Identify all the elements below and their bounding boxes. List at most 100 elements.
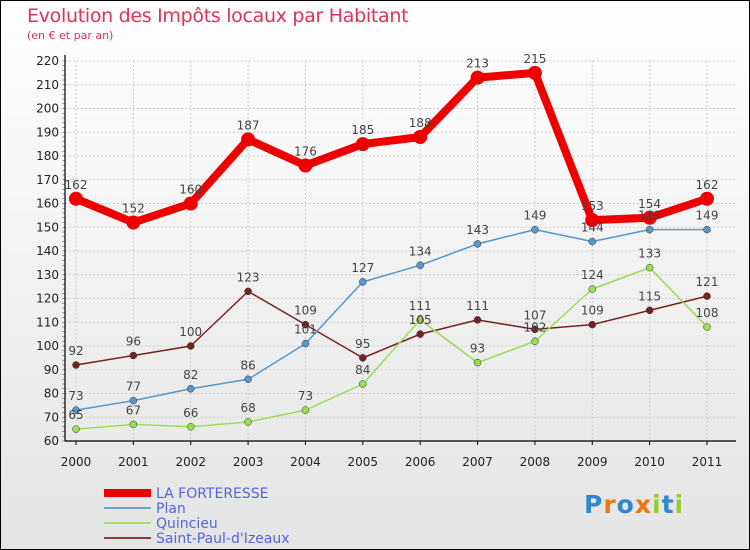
data-label-quincieu-2002: 66: [183, 406, 198, 420]
point-la-forteresse-2011: [700, 191, 714, 206]
point-saint-paul-d-izeaux-2004: [301, 320, 310, 329]
point-plan-2000: [72, 406, 80, 414]
legend-label-la-forteresse: LA FORTERESSE: [156, 486, 269, 502]
point-la-forteresse-2005: [355, 137, 370, 152]
y-tick-label-190: 190: [36, 125, 59, 139]
point-plan-2004: [301, 339, 310, 348]
legend-label-plan: Plan: [156, 501, 186, 517]
data-label-saint-paul-d-izeaux-2002: 100: [179, 325, 202, 339]
x-tick-label-2011: 2011: [692, 455, 723, 469]
point-saint-paul-d-izeaux-2005: [359, 354, 367, 362]
series-lines: [69, 65, 714, 433]
data-label-la-forteresse-2001: 152: [122, 202, 145, 216]
data-label-saint-paul-d-izeaux-2001: 96: [126, 335, 141, 349]
point-plan-2010: [645, 225, 654, 234]
x-tick-label-2006: 2006: [405, 455, 436, 469]
data-label-quincieu-2011: 108: [696, 306, 719, 320]
point-quincieu-2008: [531, 337, 539, 345]
logo-letter: r: [603, 490, 617, 519]
point-quincieu-2007: [473, 358, 482, 367]
point-la-forteresse-2001: [126, 215, 141, 230]
data-label-plan-2001: 77: [126, 380, 141, 394]
chart-subtitle: (en € et par an): [27, 29, 114, 42]
data-label-quincieu-2008: 102: [523, 320, 546, 334]
y-tick-label-180: 180: [36, 149, 59, 163]
proxiti-logo: Proxiti: [584, 490, 684, 519]
logo-letter: x: [634, 490, 652, 519]
data-label-quincieu-2007: 93: [470, 342, 485, 356]
point-quincieu-2006: [416, 316, 424, 324]
point-saint-paul-d-izeaux-2009: [588, 320, 597, 329]
logo-letter: i: [652, 490, 662, 519]
data-label-la-forteresse-2006: 188: [409, 116, 432, 130]
data-label-saint-paul-d-izeaux-2000: 92: [68, 344, 83, 358]
y-tick-label-170: 170: [36, 173, 59, 187]
point-plan-2009: [588, 237, 597, 246]
y-tick-label-150: 150: [36, 220, 59, 234]
logo-letter: o: [616, 490, 635, 519]
point-la-forteresse-2002: [183, 196, 198, 211]
data-labels: 162 152 160 187 176 185 188 213 215 153 154 162 73 77…: [65, 52, 719, 422]
data-label-saint-paul-d-izeaux-2004: 109: [294, 304, 317, 318]
data-label-plan-2010: 149: [638, 209, 661, 223]
data-label-la-forteresse-2011: 162: [696, 178, 719, 192]
data-label-quincieu-2010: 133: [638, 247, 661, 261]
point-la-forteresse-2010: [642, 210, 657, 225]
x-tick-label-2009: 2009: [577, 455, 608, 469]
point-plan-2008: [531, 225, 539, 234]
point-la-forteresse-2006: [413, 130, 428, 144]
data-label-saint-paul-d-izeaux-2006: 105: [409, 313, 432, 327]
data-label-la-forteresse-2003: 187: [237, 118, 260, 132]
data-label-quincieu-2009: 124: [581, 268, 604, 282]
axes: 60 70 80 90 100 110 120 130 140 150 160 170 180 190 20…: [36, 54, 736, 469]
data-label-saint-paul-d-izeaux-2005: 95: [355, 337, 370, 351]
y-tick-label-70: 70: [44, 410, 59, 424]
point-la-forteresse-2000: [69, 191, 83, 206]
data-label-quincieu-2003: 68: [240, 401, 255, 415]
x-tick-label-2001: 2001: [118, 455, 149, 469]
y-tick-label-200: 200: [36, 102, 59, 116]
point-quincieu-2002: [186, 423, 195, 431]
data-label-quincieu-2000: 65: [68, 408, 83, 422]
point-quincieu-2000: [72, 425, 80, 433]
data-label-saint-paul-d-izeaux-2011: 121: [696, 275, 719, 289]
data-label-plan-2000: 73: [68, 389, 83, 403]
x-tick-label-2002: 2002: [175, 455, 206, 469]
point-saint-paul-d-izeaux-2001: [129, 351, 138, 360]
point-la-forteresse-2009: [585, 213, 600, 228]
point-quincieu-2011: [703, 323, 711, 331]
x-tick-label-2005: 2005: [348, 455, 379, 469]
series-line-la-forteresse: [72, 68, 711, 227]
data-label-quincieu-2006: 111: [409, 299, 432, 313]
logo-letter: t: [661, 490, 675, 519]
y-tick-label-130: 130: [36, 268, 59, 282]
point-quincieu-2003: [244, 418, 252, 426]
data-label-quincieu-2004: 73: [298, 389, 313, 403]
data-label-plan-2011: 149: [696, 209, 719, 223]
data-label-plan-2007: 143: [466, 223, 489, 237]
point-quincieu-2009: [588, 285, 597, 293]
y-tick-label-100: 100: [36, 339, 59, 353]
x-tick-label-2008: 2008: [520, 455, 551, 469]
series-line-plan: [75, 228, 708, 411]
data-label-quincieu-2005: 84: [355, 363, 370, 377]
point-saint-paul-d-izeaux-2000: [72, 361, 80, 369]
data-label-la-forteresse-2004: 176: [294, 145, 317, 159]
data-label-la-forteresse-2007: 213: [466, 57, 489, 71]
point-la-forteresse-2004: [298, 158, 313, 173]
point-quincieu-2004: [301, 406, 310, 414]
grid-lines: [65, 60, 736, 442]
x-tick-label-2004: 2004: [290, 455, 321, 469]
point-saint-paul-d-izeaux-2006: [416, 330, 424, 338]
data-label-quincieu-2001: 67: [126, 403, 141, 417]
point-plan-2007: [473, 240, 482, 248]
data-label-plan-2005: 127: [351, 261, 374, 275]
data-label-plan-2008: 149: [523, 209, 546, 223]
data-label-la-forteresse-2009: 153: [581, 199, 604, 213]
legend-label-quincieu: Quincieu: [156, 516, 218, 532]
y-tick-label-90: 90: [44, 363, 59, 377]
point-saint-paul-d-izeaux-2008: [531, 325, 539, 334]
point-saint-paul-d-izeaux-2010: [645, 306, 654, 315]
data-label-saint-paul-d-izeaux-2003: 123: [237, 270, 260, 284]
